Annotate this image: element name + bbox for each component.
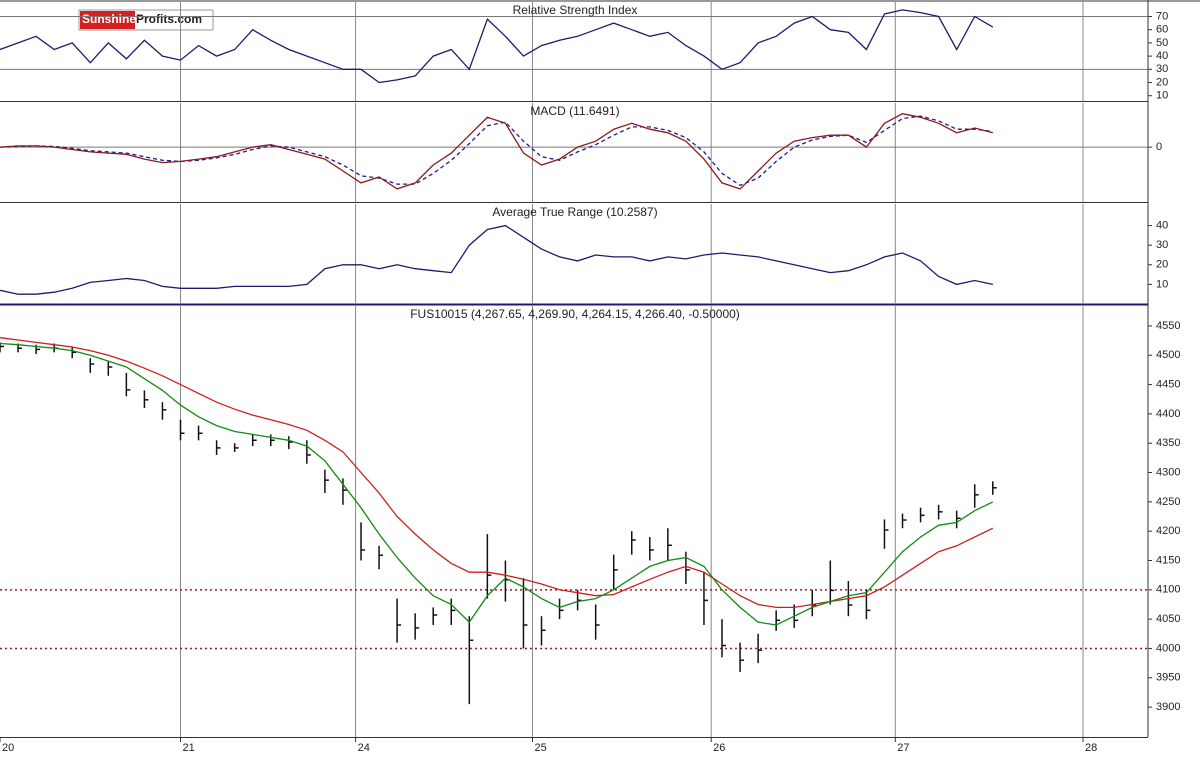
series-line (0, 115, 993, 187)
y-tick-label: 4000 (1156, 642, 1180, 654)
panel-title: MACD (11.6491) (530, 104, 619, 118)
y-tick-label: 0 (1156, 141, 1162, 153)
y-tick-label: 3950 (1156, 672, 1180, 684)
panel-title: Relative Strength Index (513, 3, 638, 17)
y-tick-label: 4500 (1156, 349, 1180, 361)
y-tick-label: 4100 (1156, 584, 1180, 596)
y-tick-label: 30 (1156, 63, 1168, 75)
y-tick-label: 4550 (1156, 320, 1180, 332)
y-tick-label: 10 (1156, 90, 1168, 102)
x-tick-label: 21 (183, 742, 195, 754)
panel-title: Average True Range (10.2587) (492, 205, 657, 219)
y-tick-label: 4200 (1156, 525, 1180, 537)
y-tick-label: 10 (1156, 278, 1168, 290)
y-tick-label: 4050 (1156, 613, 1180, 625)
y-tick-label: 40 (1156, 219, 1168, 231)
y-tick-label: 4150 (1156, 554, 1180, 566)
logo: Sunshine Profits.com (78, 9, 214, 31)
series-line (0, 9, 994, 84)
logo-part1: Sunshine (82, 12, 136, 26)
y-tick-label: 60 (1156, 24, 1168, 36)
x-tick-label: 25 (534, 742, 546, 754)
y-tick-label: 4350 (1156, 437, 1180, 449)
x-tick-label: 20 (2, 742, 14, 754)
y-tick-label: 20 (1156, 76, 1168, 88)
y-tick-label: 40 (1156, 50, 1168, 62)
x-tick-label: 28 (1085, 742, 1097, 754)
x-tick-label: 27 (897, 742, 909, 754)
x-tick-label: 26 (713, 742, 725, 754)
panel-title: FUS10015 (4,267.65, 4,269.90, 4,264.15, … (410, 307, 740, 321)
y-tick-label: 50 (1156, 37, 1168, 49)
y-tick-label: 70 (1156, 10, 1168, 22)
y-tick-label: 4300 (1156, 466, 1180, 478)
series-line (0, 342, 994, 626)
y-tick-label: 4250 (1156, 496, 1180, 508)
y-tick-label: 30 (1156, 239, 1168, 251)
y-tick-label: 3900 (1156, 701, 1180, 713)
y-tick-label: 20 (1156, 259, 1168, 271)
y-tick-label: 4400 (1156, 408, 1180, 420)
y-tick-label: 4450 (1156, 378, 1180, 390)
logo-red (80, 11, 135, 29)
x-tick-label: 24 (358, 742, 370, 754)
logo-part2: Profits.com (136, 12, 202, 26)
series-line (0, 113, 993, 190)
series-line (0, 224, 993, 295)
